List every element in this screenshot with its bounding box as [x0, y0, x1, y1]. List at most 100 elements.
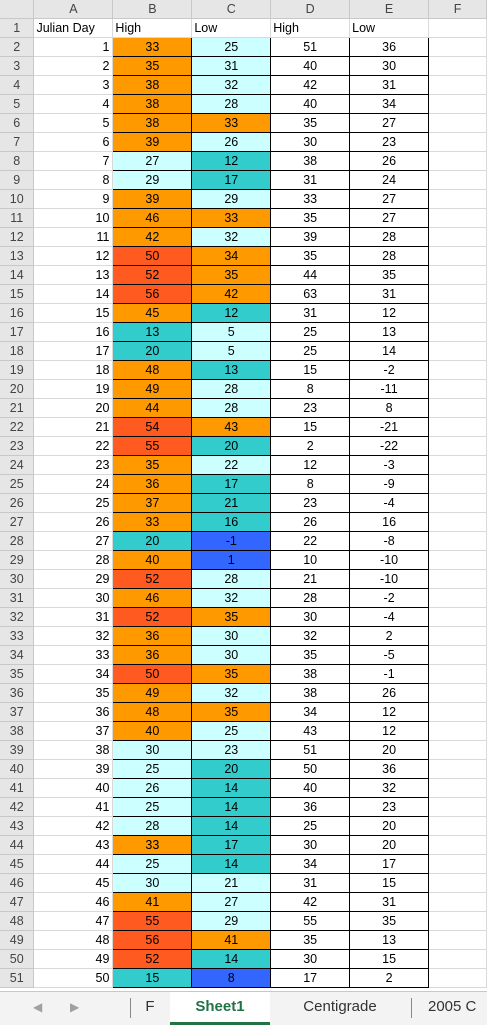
tab-2005-c[interactable]: 2005 C	[428, 998, 477, 1015]
cell-low[interactable]: 14	[191, 854, 272, 875]
row-number[interactable]: 42	[0, 797, 35, 818]
cell-low2[interactable]: 26	[349, 683, 430, 704]
cell-empty[interactable]	[428, 227, 487, 248]
cell-high2[interactable]: 25	[270, 341, 351, 362]
cell-low[interactable]: 28	[191, 569, 272, 590]
cell-julian-day[interactable]: 41	[33, 797, 114, 818]
row-number[interactable]: 28	[0, 531, 35, 552]
cell-low[interactable]: 43	[191, 417, 272, 438]
row-number[interactable]: 23	[0, 436, 35, 457]
cell-high2[interactable]: 23	[270, 398, 351, 419]
cell-high2[interactable]: 30	[270, 132, 351, 153]
cell-low[interactable]: 17	[191, 835, 272, 856]
cell-high[interactable]: 36	[112, 645, 193, 666]
column-header-b[interactable]: B	[112, 0, 193, 20]
row-number[interactable]: 17	[0, 322, 35, 343]
cell-high[interactable]: 54	[112, 417, 193, 438]
cell-high2[interactable]: 34	[270, 702, 351, 723]
cell-low[interactable]: 14	[191, 949, 272, 970]
row-number[interactable]: 19	[0, 360, 35, 381]
cell-julian-day[interactable]: 8	[33, 170, 114, 191]
row-number[interactable]: 10	[0, 189, 35, 210]
cell-low[interactable]: 28	[191, 398, 272, 419]
cell-empty[interactable]	[428, 455, 487, 476]
cell-empty[interactable]	[428, 797, 487, 818]
cell-empty[interactable]	[428, 265, 487, 286]
cell-empty[interactable]	[428, 873, 487, 894]
cell-empty[interactable]	[428, 778, 487, 799]
cell-low[interactable]: 35	[191, 265, 272, 286]
cell-julian-day[interactable]: 23	[33, 455, 114, 476]
cell-high[interactable]: 13	[112, 322, 193, 343]
cell-low[interactable]: 32	[191, 588, 272, 609]
cell-low2[interactable]: 32	[349, 778, 430, 799]
cell-low2[interactable]: 13	[349, 930, 430, 951]
cell-high2[interactable]: 42	[270, 892, 351, 913]
cell-low2[interactable]: 31	[349, 75, 430, 96]
cell-empty[interactable]	[428, 18, 487, 39]
cell-high2[interactable]: 40	[270, 778, 351, 799]
cell-low[interactable]: 29	[191, 189, 272, 210]
cell-low2[interactable]: 34	[349, 94, 430, 115]
cell-high[interactable]: 44	[112, 398, 193, 419]
cell-low2[interactable]: 36	[349, 759, 430, 780]
cell-high2[interactable]: 38	[270, 151, 351, 172]
cell-empty[interactable]	[428, 550, 487, 571]
cell-high2[interactable]: 38	[270, 683, 351, 704]
cell-high2[interactable]: 35	[270, 645, 351, 666]
row-number[interactable]: 8	[0, 151, 35, 172]
cell-high2[interactable]: 25	[270, 322, 351, 343]
row-number[interactable]: 47	[0, 892, 35, 913]
cell-julian-day[interactable]: 3	[33, 75, 114, 96]
cell-low2[interactable]: 16	[349, 512, 430, 533]
row-number[interactable]: 4	[0, 75, 35, 96]
row-number[interactable]: 34	[0, 645, 35, 666]
next-sheet-icon[interactable]: ▶	[70, 1000, 80, 1014]
cell-low2[interactable]: 28	[349, 227, 430, 248]
cell-low[interactable]: 25	[191, 37, 272, 58]
cell-julian-day[interactable]: 17	[33, 341, 114, 362]
row-number[interactable]: 7	[0, 132, 35, 153]
cell-high[interactable]: 15	[112, 968, 193, 989]
row-number[interactable]: 30	[0, 569, 35, 590]
cell-julian-day[interactable]: 9	[33, 189, 114, 210]
cell-low2[interactable]: -4	[349, 493, 430, 514]
cell-julian-day[interactable]: 50	[33, 968, 114, 989]
cell-julian-day[interactable]: 6	[33, 132, 114, 153]
cell-high[interactable]: 48	[112, 702, 193, 723]
cell-high[interactable]: 52	[112, 607, 193, 628]
cell-low2[interactable]: -1	[349, 664, 430, 685]
cell-low2[interactable]: 27	[349, 189, 430, 210]
cell-high[interactable]: 36	[112, 474, 193, 495]
cell-high2[interactable]: 35	[270, 208, 351, 229]
cell-low2[interactable]: -2	[349, 588, 430, 609]
cell-high2[interactable]: 34	[270, 854, 351, 875]
cell-high2[interactable]: 12	[270, 455, 351, 476]
cell-low[interactable]: 12	[191, 151, 272, 172]
cell-low[interactable]: 21	[191, 493, 272, 514]
cell-high[interactable]: 35	[112, 56, 193, 77]
cell-empty[interactable]	[428, 512, 487, 533]
cell-high2[interactable]: 31	[270, 170, 351, 191]
cell-empty[interactable]	[428, 645, 487, 666]
cell-julian-day[interactable]: 39	[33, 759, 114, 780]
cell-low2[interactable]: 2	[349, 626, 430, 647]
cell-low2[interactable]: 26	[349, 151, 430, 172]
cell-high2[interactable]: 55	[270, 911, 351, 932]
cell-julian-day[interactable]: 36	[33, 702, 114, 723]
cell-high2[interactable]: 28	[270, 588, 351, 609]
previous-sheet-icon[interactable]: ◀	[33, 1000, 43, 1014]
cell-low[interactable]: 8	[191, 968, 272, 989]
cell-julian-day[interactable]: 38	[33, 740, 114, 761]
cell-low[interactable]: 20	[191, 759, 272, 780]
cell-empty[interactable]	[428, 56, 487, 77]
cell-low2[interactable]: -2	[349, 360, 430, 381]
cell-high[interactable]: 35	[112, 455, 193, 476]
cell-low2[interactable]: 2	[349, 968, 430, 989]
cell-low2[interactable]: 35	[349, 265, 430, 286]
cell-high[interactable]: 37	[112, 493, 193, 514]
cell-low[interactable]: 23	[191, 740, 272, 761]
cell-high[interactable]: 33	[112, 835, 193, 856]
cell-high2[interactable]: 8	[270, 379, 351, 400]
cell-high[interactable]: 46	[112, 588, 193, 609]
